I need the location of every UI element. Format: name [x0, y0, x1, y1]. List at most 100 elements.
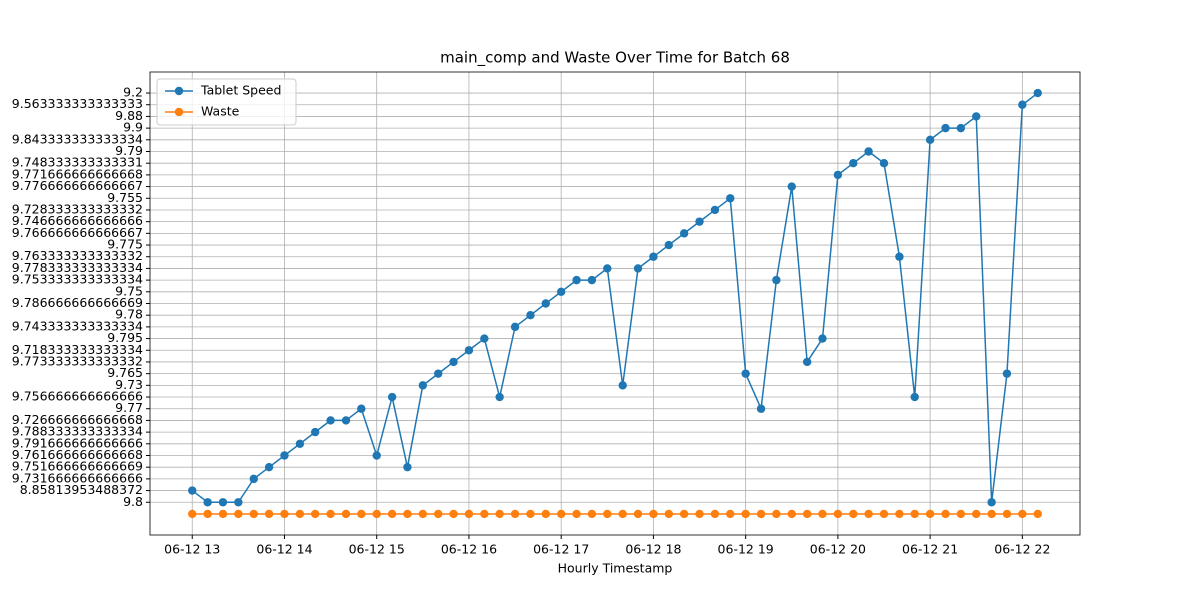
- data-point: [403, 462, 412, 472]
- data-point: [310, 427, 320, 437]
- data-point: [188, 509, 197, 519]
- x-tick-label: 06-12 16: [441, 542, 497, 557]
- y-tick-label: 9.78: [115, 307, 143, 322]
- data-point: [387, 509, 397, 519]
- data-point: [787, 509, 796, 519]
- data-point: [1002, 369, 1012, 378]
- data-point: [372, 451, 381, 460]
- data-point: [895, 509, 904, 519]
- data-point: [587, 275, 597, 285]
- data-point: [910, 392, 919, 402]
- data-point: [756, 509, 766, 519]
- chart-title: main_comp and Waste Over Time for Batch …: [440, 49, 790, 68]
- data-point: [326, 509, 335, 519]
- data-point: [772, 275, 781, 285]
- data-point: [295, 439, 305, 449]
- data-point: [987, 498, 996, 507]
- data-point: [418, 509, 428, 519]
- data-point: [664, 509, 674, 519]
- y-tick-label: 9.88: [115, 108, 143, 123]
- data-point: [357, 404, 366, 413]
- data-point: [864, 509, 873, 519]
- y-tick-label: 9.731666666666666: [12, 470, 143, 485]
- data-point: [649, 509, 658, 519]
- data-point: [541, 299, 550, 308]
- y-tick-label: 9.763333333333332: [12, 248, 143, 263]
- y-tick-label: 9.765: [107, 365, 143, 380]
- data-point: [264, 462, 274, 472]
- y-tick-label: 9.795: [107, 330, 143, 345]
- x-tick-label: 06-12 13: [164, 542, 220, 557]
- data-point: [495, 509, 504, 519]
- x-tick-label: 06-12 20: [810, 542, 866, 557]
- data-point: [772, 509, 781, 519]
- data-point: [218, 498, 228, 507]
- data-point: [1018, 509, 1027, 519]
- data-point: [972, 509, 981, 519]
- y-tick-label: 9.726666666666668: [12, 412, 143, 427]
- x-tick-label: 06-12 17: [533, 542, 589, 557]
- data-point: [526, 509, 535, 519]
- y-tick-label: 8.85813953488372: [20, 482, 143, 497]
- y-tick-label: 9.771666666666668: [12, 166, 143, 181]
- data-point: [280, 509, 289, 519]
- y-tick-label: 9.748333333333331: [12, 155, 143, 170]
- data-point: [341, 416, 351, 425]
- data-point: [695, 509, 704, 519]
- y-tick-label: 9.775: [107, 237, 143, 252]
- y-tick-label: 9.2: [123, 85, 143, 100]
- data-point: [434, 369, 443, 378]
- data-point: [849, 158, 858, 168]
- data-point: [879, 158, 889, 168]
- data-point: [572, 275, 581, 285]
- data-point: [741, 509, 750, 519]
- data-point: [633, 264, 643, 273]
- data-point: [864, 147, 873, 156]
- data-point: [818, 509, 827, 519]
- data-point: [418, 381, 428, 390]
- data-point: [464, 509, 474, 519]
- data-point: [1002, 509, 1012, 519]
- x-tick-label: 06-12 21: [902, 542, 958, 557]
- data-point: [833, 170, 843, 180]
- y-tick-label: 9.766666666666667: [12, 225, 143, 240]
- y-tick-label: 9.718333333333334: [12, 342, 143, 357]
- y-tick-label: 9.563333333333333: [12, 96, 143, 111]
- data-point: [618, 381, 627, 390]
- y-tick-label: 9.753333333333334: [12, 272, 143, 287]
- data-point: [910, 509, 919, 519]
- data-point: [787, 182, 796, 191]
- data-point: [203, 498, 212, 507]
- data-point: [802, 509, 812, 519]
- data-point: [449, 357, 458, 367]
- data-point: [249, 509, 258, 519]
- y-tick-label: 9.73: [115, 377, 143, 392]
- data-point: [495, 392, 504, 402]
- data-point: [972, 112, 981, 121]
- data-point: [695, 217, 704, 226]
- data-point: [726, 194, 735, 203]
- data-point: [603, 509, 612, 519]
- y-tick-label: 9.728333333333332: [12, 201, 143, 216]
- y-tick-label: 9.9: [123, 120, 143, 135]
- data-point: [895, 252, 904, 261]
- legend-label: Tablet Speed: [200, 83, 281, 98]
- y-tick-label: 9.791666666666666: [12, 435, 143, 450]
- data-point: [802, 357, 812, 367]
- data-point: [372, 509, 381, 519]
- data-point: [556, 509, 566, 519]
- x-tick-label: 06-12 14: [256, 542, 312, 557]
- y-tick-label: 9.786666666666669: [12, 295, 143, 310]
- data-point: [295, 509, 305, 519]
- data-point: [572, 509, 581, 519]
- y-tick-label: 9.77: [115, 400, 143, 415]
- y-tick-label: 9.843333333333334: [12, 131, 143, 146]
- data-point: [710, 205, 720, 215]
- data-point: [449, 509, 458, 519]
- data-point: [679, 229, 689, 238]
- data-point: [941, 123, 950, 133]
- data-point: [587, 509, 597, 519]
- y-tick-label: 9.756666666666666: [12, 389, 143, 404]
- y-tick-label: 9.743333333333334: [12, 318, 143, 333]
- y-tick-label: 9.761666666666668: [12, 447, 143, 462]
